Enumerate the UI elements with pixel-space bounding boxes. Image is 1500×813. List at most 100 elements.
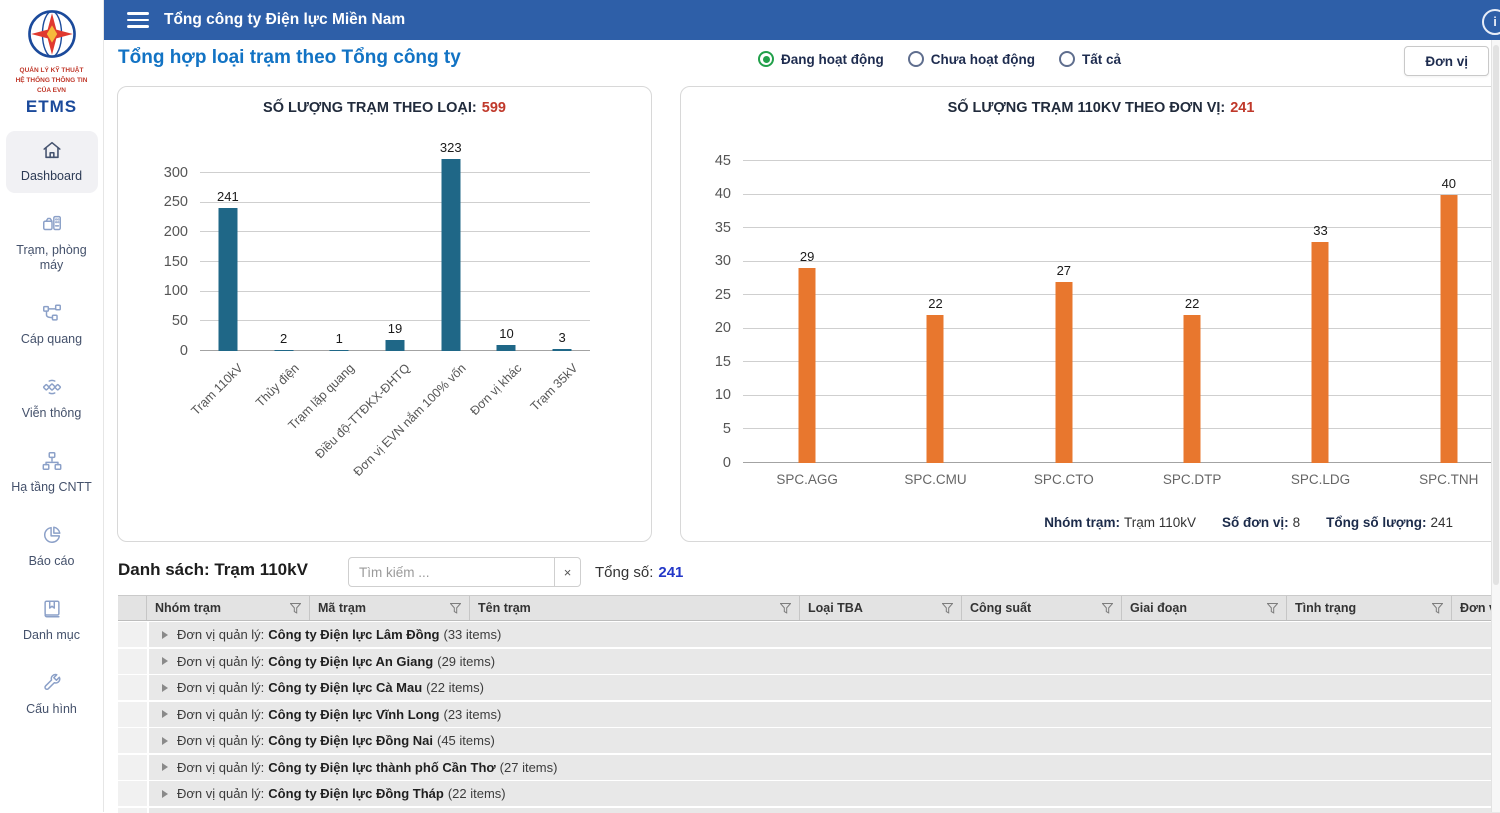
bar-Trạm lặp quang[interactable] bbox=[329, 350, 349, 351]
bars-layer: 241 Trạm 110kV 2 Thủy điện 1 Trạm lặp quang 19… bbox=[189, 137, 590, 479]
table-row[interactable]: Đơn vị quản lý: Công ty Điện lực Vĩnh Lon… bbox=[118, 701, 1500, 727]
bar-value-label: 10 bbox=[499, 326, 514, 342]
table-header-cell-1[interactable]: Nhóm trạm bbox=[147, 596, 310, 620]
expand-caret-icon[interactable] bbox=[162, 630, 168, 639]
expand-caret-icon[interactable] bbox=[162, 736, 168, 745]
y-tick-label: 100 bbox=[163, 283, 188, 300]
sidebar-item-dashboard[interactable]: Dashboard bbox=[5, 131, 98, 193]
item-count: (22 items) bbox=[426, 680, 484, 695]
table-row[interactable]: Đơn vị quản lý: Công ty Điện lực Đồng Nai… bbox=[118, 728, 1500, 753]
sidebar-item-cap-quang[interactable]: Cáp quang bbox=[6, 294, 98, 356]
table-row[interactable]: Đơn vị quản lý: Công ty Điện lực An Giang… bbox=[118, 648, 1500, 674]
sidebar-item-label: Dashboard bbox=[20, 169, 83, 183]
expand-caret-icon[interactable] bbox=[162, 657, 168, 665]
sidebar-item-cau-hinh[interactable]: Cấu hình bbox=[6, 664, 98, 726]
filter-funnel-icon[interactable] bbox=[942, 602, 953, 614]
sidebar-item-ha-tang-cntt[interactable]: Hạ tầng CNTT bbox=[6, 442, 98, 504]
sidebar-item-tram-phong-may[interactable]: Trạm, phòng máy bbox=[6, 205, 98, 282]
table-row[interactable]: Đơn vị quản lý: Công ty Điện lực Đồng Thá… bbox=[118, 781, 1500, 806]
table-header-cell-4[interactable]: Loại TBA bbox=[800, 596, 962, 620]
bar-SPC.AGG[interactable] bbox=[798, 268, 816, 463]
footer-nhom-tram: Nhóm trạm: Trạm 110kV bbox=[1044, 515, 1196, 530]
sidebar-item-bao-cao[interactable]: Báo cáo bbox=[6, 516, 98, 578]
bar-value-label: 22 bbox=[1184, 296, 1200, 312]
bar-SPC.TNH[interactable] bbox=[1440, 194, 1458, 463]
radio-chua-hoat-dong[interactable]: Chưa hoạt động bbox=[907, 51, 1035, 67]
expand-caret-icon[interactable] bbox=[162, 710, 168, 718]
y-tick-label: 250 bbox=[163, 194, 188, 211]
unit-name: Công ty Điện lực thành phố Cần Thơ bbox=[268, 759, 496, 775]
bar-slot: 29 SPC.AGG bbox=[743, 161, 871, 487]
table-row[interactable]: Đơn vị quản lý: Công ty Điện lực Cà Mau (2… bbox=[118, 675, 1500, 700]
table-header-cell-8[interactable]: Đơn vị quản lý bbox=[1452, 596, 1500, 620]
search-input[interactable] bbox=[349, 558, 554, 586]
vertical-scrollbar[interactable] bbox=[1491, 40, 1500, 812]
row-group-cell: Đơn vị quản lý: Công ty Điện lực An Giang… bbox=[149, 648, 1500, 674]
y-tick-label: 35 bbox=[714, 219, 731, 236]
unit-name: Công ty Điện lực An Giang bbox=[268, 653, 434, 669]
hamburger-menu-icon[interactable] bbox=[127, 8, 149, 32]
row-leading-cell bbox=[118, 622, 147, 647]
filter-funnel-icon[interactable] bbox=[450, 602, 461, 614]
sidebar-item-vien-thong[interactable]: Viễn thông bbox=[6, 368, 98, 430]
radio-tat-ca[interactable]: Tất cả bbox=[1059, 51, 1121, 67]
bar-SPC.LDG[interactable] bbox=[1311, 241, 1329, 463]
y-tick-label: 5 bbox=[722, 420, 731, 437]
bar-Trạm 110kV[interactable] bbox=[218, 208, 238, 351]
bar-SPC.CMU[interactable] bbox=[926, 315, 944, 463]
x-tick-label: Đơn vị EVN nắm 100% vốn bbox=[350, 361, 469, 479]
table-header-cell-5[interactable]: Công suất bbox=[962, 596, 1122, 620]
filter-funnel-icon[interactable] bbox=[1267, 602, 1278, 614]
row-leading-cell bbox=[118, 675, 147, 700]
bar-Đơn vị EVN nắm 100% vốn[interactable] bbox=[441, 159, 461, 351]
radio-dang-hoat-dong[interactable]: Đang hoạt động bbox=[758, 51, 884, 67]
expand-caret-icon[interactable] bbox=[162, 683, 168, 692]
y-tick-label: 50 bbox=[171, 312, 188, 329]
bar-value-label: 29 bbox=[799, 249, 815, 265]
bar-SPC.CTO[interactable] bbox=[1055, 281, 1073, 463]
bar-slot: 10 Đơn vị khác bbox=[467, 137, 535, 418]
x-tick-label: SPC.DTP bbox=[1162, 472, 1222, 487]
unit-name: Công ty Điện lực Đồng Tháp bbox=[268, 786, 444, 801]
row-group-cell: Đơn vị quản lý: Công ty Điện lực thành ph… bbox=[149, 754, 1500, 780]
filter-funnel-icon[interactable] bbox=[1432, 602, 1443, 614]
sidebar-item-danh-muc[interactable]: Danh mục bbox=[6, 590, 98, 652]
filter-funnel-icon[interactable] bbox=[780, 602, 791, 614]
gridline: 25 bbox=[715, 287, 1500, 303]
info-icon[interactable]: i bbox=[1482, 9, 1500, 35]
table-header-cell-3[interactable]: Tên trạm bbox=[470, 596, 800, 620]
x-tick-label: SPC.CTO bbox=[1033, 472, 1094, 487]
scrollbar-thumb[interactable] bbox=[1493, 45, 1499, 585]
x-tick-label: Trạm 110kV bbox=[188, 361, 246, 419]
table-header-cell-7[interactable]: Tình trạng bbox=[1287, 596, 1452, 620]
column-header-label: Đơn vị quản lý bbox=[1460, 601, 1500, 615]
bar-Thủy điện[interactable] bbox=[274, 349, 294, 351]
table-row[interactable]: Đơn vị quản lý: Công ty Điện lực thành ph… bbox=[118, 754, 1500, 780]
row-group-cell: Đơn vị quản lý: Công ty Điện lực Đồng Nai… bbox=[149, 728, 1500, 753]
clear-search-button[interactable]: × bbox=[554, 558, 580, 586]
expand-caret-icon[interactable] bbox=[162, 789, 168, 798]
sidebar-item-label: Danh mục bbox=[23, 628, 80, 642]
row-leading-cell bbox=[118, 807, 147, 813]
table-header-cell-6[interactable]: Giai đoạn bbox=[1122, 596, 1287, 620]
bar-Điều độ-TTĐKX-ĐHTQ[interactable] bbox=[385, 339, 405, 351]
x-tick-label: SPC.TNH bbox=[1419, 472, 1479, 487]
filter-funnel-icon[interactable] bbox=[1102, 602, 1113, 614]
sidebar-item-label: Viễn thông bbox=[21, 406, 82, 420]
y-tick-label: 15 bbox=[714, 353, 731, 370]
expand-caret-icon[interactable] bbox=[162, 763, 168, 771]
bar-Đơn vị khác[interactable] bbox=[496, 345, 516, 351]
radio-circle-icon bbox=[1059, 51, 1075, 67]
gridline: 10 bbox=[715, 387, 1500, 403]
filter-funnel-icon[interactable] bbox=[290, 602, 301, 614]
y-tick-label: 30 bbox=[714, 253, 731, 270]
bar-SPC.DTP[interactable] bbox=[1183, 315, 1201, 463]
evn-logo-icon bbox=[27, 10, 76, 58]
table-header-cell-2[interactable]: Mã trạm bbox=[310, 596, 470, 620]
column-header-label: Tình trạng bbox=[1295, 601, 1357, 615]
bar-Trạm 35kV[interactable] bbox=[552, 349, 572, 351]
don-vi-button[interactable]: Đơn vị bbox=[1404, 46, 1489, 76]
table-row[interactable]: Đơn vị quản lý: Công ty Điện lực Lâm Đồng… bbox=[118, 622, 1500, 647]
bar-slot: 241 Trạm 110kV bbox=[189, 137, 256, 418]
app-name: ETMS bbox=[25, 97, 78, 116]
